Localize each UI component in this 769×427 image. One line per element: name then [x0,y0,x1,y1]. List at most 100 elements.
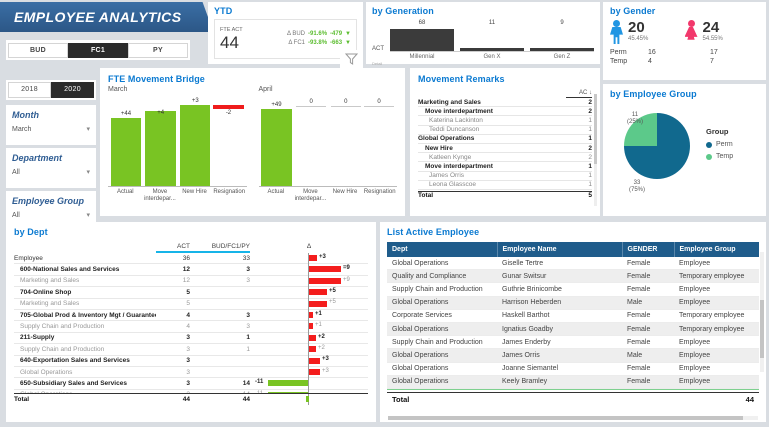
col-employee-name[interactable]: Employee Name [497,242,623,257]
list-horizontal-scroll-thumb[interactable] [388,416,744,420]
bridge-bar-april-actual[interactable]: +49 [261,102,292,186]
year-option-2018[interactable]: 2018 [8,82,51,98]
year-toggle-group[interactable]: 2018 2020 [6,80,96,100]
remarks-row[interactable]: Global Operations 1 [418,135,592,144]
bridge-bar-april-move[interactable]: 0 [295,99,327,107]
col-dept[interactable]: Dept [387,242,498,257]
table-row[interactable]: Supply Chain and Production James Enderby… [387,335,759,350]
dept-row[interactable]: Global Operations 3 +3 [14,366,368,379]
generation-bar-genx[interactable]: 11 [460,20,524,51]
remarks-row-value: 2 [588,107,592,115]
table-row[interactable]: Global Operations James Orris Male Employee… [387,348,759,363]
dept-col-bud[interactable]: BUD/FC1/PY [190,243,250,253]
filter-employee-group-value[interactable]: All ▾ [12,211,90,220]
dept-row[interactable]: 640-Exportation Sales and Services 3 +3 [14,355,368,367]
list-vertical-scroll-thumb[interactable] [760,300,764,358]
scenario-option-bud[interactable]: BUD [8,42,68,58]
list-cell-name: Keely Bramley [497,375,622,389]
remarks-row[interactable]: Leona Glasscoe 1 [418,181,592,190]
col-gender[interactable]: GENDER [622,242,675,257]
table-row[interactable]: Corporate Services Haskell Barthot Female T… [387,309,759,323]
col-employee-group[interactable]: Employee Group [674,242,759,257]
remarks-row[interactable]: James Orris 1 [418,172,592,181]
remarks-row[interactable]: Move interdepartment 2 [418,107,592,117]
dept-delta-label: +2 [318,345,325,352]
bridge-bar-march-actual[interactable]: +44 [110,111,142,186]
scenario-toggle-group[interactable]: BUD FC1 PY [6,40,190,60]
male-icon [610,20,623,46]
list-cell-group: Employee [674,257,759,271]
remarks-scrollbar[interactable] [594,94,597,206]
pie-legend-item-perm[interactable]: Perm [706,141,733,148]
remarks-row[interactable]: Marketing and Sales 2 [418,98,592,108]
table-row[interactable]: Global Operations Ignatius Goadby Female Te… [387,322,759,337]
dept-row[interactable]: 650-Subsidiary Sales and Services 3 14 -11 [14,377,368,390]
dept-row[interactable]: Supply Chain and Production 4 3 +1 [14,320,368,333]
bridge-bar-march-move[interactable]: +4 [145,110,176,186]
remarks-total-value: 5 [588,192,592,200]
gender-row-perm-female: 17 [710,49,718,56]
remarks-row[interactable]: Move interdepartment 1 [418,162,592,172]
generation-bar-millennial[interactable]: 68 [390,20,454,51]
dept-row[interactable]: Employee 36 33 +3 [14,253,368,265]
legend-dot-temp-icon [706,153,712,160]
table-row[interactable]: Supply Chain and Production Guthrie Brini… [387,282,759,297]
remarks-row[interactable]: New Hire 2 [418,144,592,154]
chevron-down-icon[interactable]: ▾ [86,126,90,133]
remarks-title: Movement Remarks [418,74,505,84]
table-row[interactable]: Quality and Compliance Gunar Switsur Femal… [387,269,759,284]
chevron-down-icon[interactable]: ▾ [86,212,90,219]
list-cell-gender: Female [622,375,674,389]
pie-chart[interactable] [624,113,690,179]
gender-row-perm-label: Perm [610,49,627,56]
remarks-scroll-thumb[interactable] [594,94,597,164]
remarks-row-value: 1 [588,162,592,170]
filter-department-value[interactable]: All ▾ [12,168,90,177]
remarks-row[interactable]: Katleen Kynge 2 [418,153,592,163]
dept-col-act[interactable]: ACT [156,243,190,253]
pie-legend-item-temp[interactable]: Temp [706,153,733,160]
dept-row[interactable]: 704-Online Shop 5 +5 [14,286,368,299]
filter-month-value[interactable]: March ▾ [12,125,90,134]
dept-delta-label: +1 [315,322,322,329]
bridge-bar-march-newhire[interactable]: +3 [180,98,211,186]
dept-row-name: Supply Chain and Production [20,323,105,331]
dept-row[interactable]: 705-Global Prod & Inventory Mgt / Guaran… [14,309,368,322]
dept-row[interactable]: Marketing and Sales 5 +5 [14,298,368,310]
dept-row[interactable]: 600-National Sales and Services 12 3 =9 [14,263,368,276]
list-horizontal-scrollbar[interactable] [388,416,758,420]
bridge-bar-april-resignation[interactable]: 0 [363,99,395,107]
scenario-option-fc1[interactable]: FC1 [68,42,128,58]
list-vertical-scrollbar[interactable] [760,252,764,372]
year-option-2020[interactable]: 2020 [51,82,94,98]
dept-row[interactable]: Marketing and Sales 12 3 +9 [14,275,368,288]
remarks-row[interactable]: Katerina Lackinton 1 [418,116,592,126]
chevron-down-icon[interactable]: ▾ [86,169,90,176]
bridge-bar-april-newhire[interactable]: 0 [330,99,361,107]
filter-department[interactable]: Department All ▾ [6,148,96,188]
scenario-option-py[interactable]: PY [128,42,188,58]
generation-detail-label[interactable]: Detail [372,61,383,66]
remarks-col-ac[interactable]: AC ↓ [566,90,592,98]
dept-row[interactable]: 211-Supply 3 1 +2 [14,332,368,345]
bridge-bar-march-resignation[interactable]: -2 [213,105,244,116]
generation-value-millennial: 68 [418,20,426,26]
funnel-icon[interactable] [340,50,363,68]
table-row[interactable]: Global Operations Keely Bramley Female Empl… [387,375,759,389]
dept-row[interactable]: Global Operations314 -11 [14,389,368,393]
dept-row-delta: -11 [250,389,368,393]
remarks-row[interactable]: Teddi Duncanson 1 [418,126,592,135]
dept-row-delta: +2 [250,343,368,356]
table-row[interactable]: Global Operations Harrison Heberden Male Em… [387,296,759,310]
list-cell-group: Employee [674,348,759,363]
table-row[interactable]: Global Operations Joanne Siemantel Female E… [387,362,759,376]
dept-row[interactable]: Supply Chain and Production 3 1 +2 [14,343,368,356]
dept-row-bud: 1 [246,345,250,353]
dept-row-delta: +2 [250,332,368,344]
gender-male-count: 20 [628,19,645,36]
remarks-row-value: 2 [588,144,592,152]
table-row[interactable]: Global Operations Giselle Tertre Female Emp… [387,257,759,271]
filter-month[interactable]: Month March ▾ [6,105,96,145]
remarks-row-name: Move interdepartment [425,107,493,115]
generation-bar-genz[interactable]: 9 [530,20,594,51]
